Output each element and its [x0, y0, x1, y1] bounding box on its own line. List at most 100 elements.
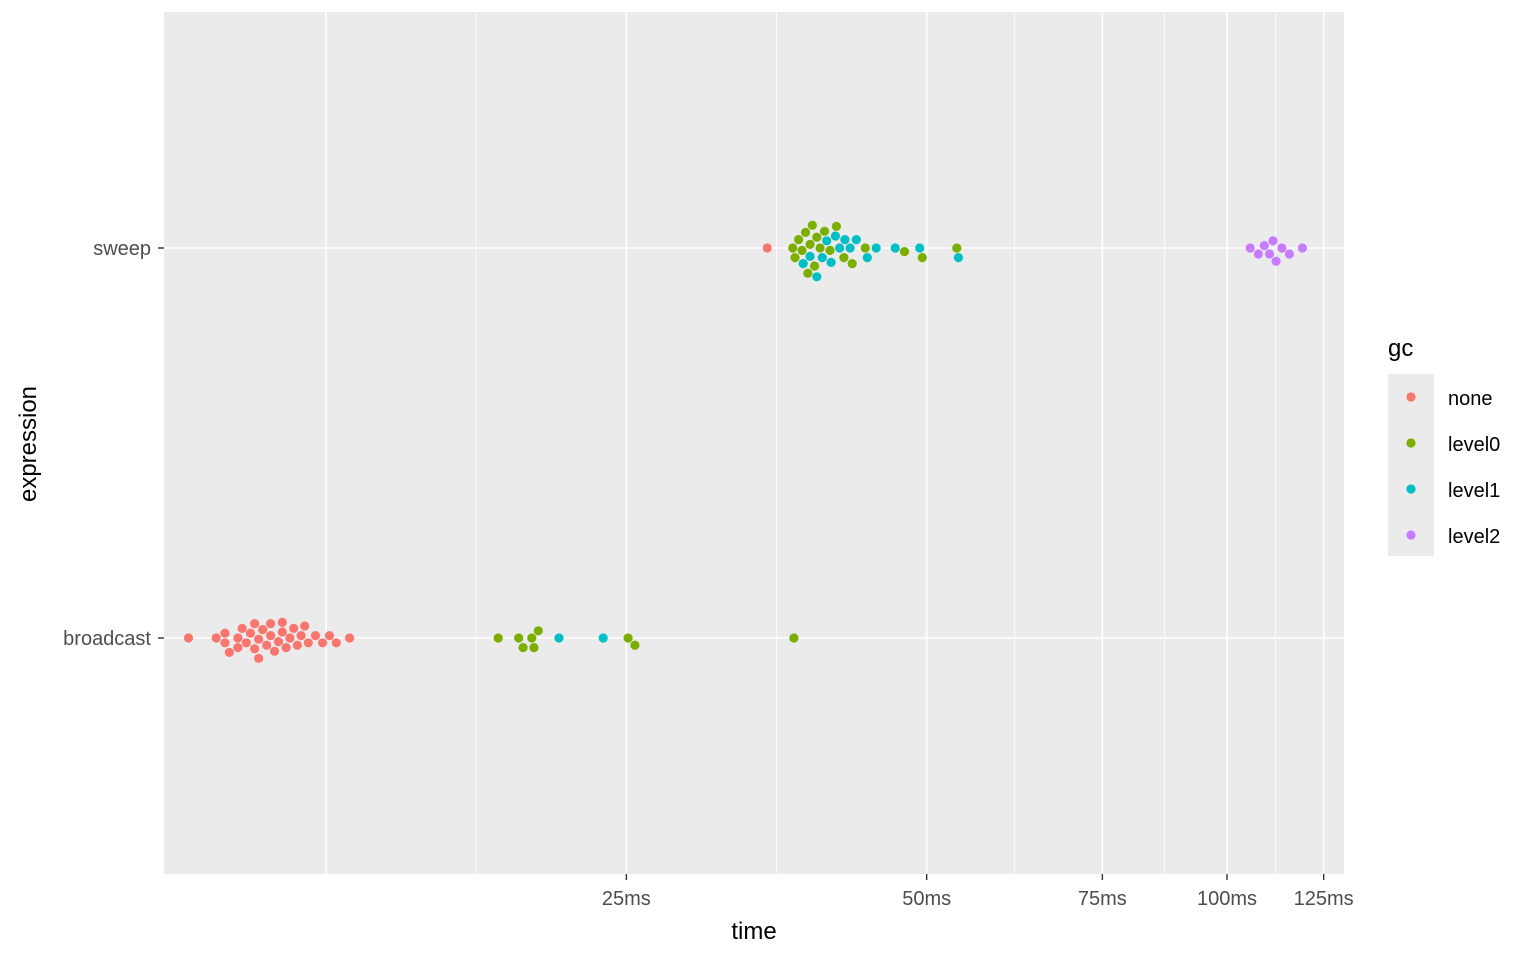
point-broadcast-level1 — [598, 633, 608, 643]
point-broadcast-none — [262, 640, 272, 650]
point-broadcast-level1 — [554, 633, 564, 643]
legend-key-level0 — [1406, 438, 1416, 448]
point-sweep-level2 — [1271, 256, 1281, 266]
grid-major — [164, 12, 1344, 874]
point-broadcast-none — [245, 628, 256, 638]
point-broadcast-none — [300, 621, 310, 631]
point-sweep-level0 — [825, 245, 835, 255]
point-broadcast-level0 — [789, 633, 799, 643]
point-broadcast-none — [211, 633, 221, 643]
legend-key-level1 — [1406, 484, 1416, 494]
point-broadcast-none — [345, 633, 355, 643]
point-broadcast-none — [250, 644, 260, 654]
point-broadcast-none — [254, 634, 264, 644]
point-broadcast-level0 — [529, 643, 539, 653]
legend-label-level0: level0 — [1448, 434, 1500, 456]
x-axis: 25ms 50ms 75ms 100ms 125ms — [602, 874, 1354, 910]
point-broadcast-none — [233, 633, 243, 643]
point-broadcast-none — [224, 647, 234, 658]
points — [183, 220, 1307, 664]
point-broadcast-none — [220, 638, 230, 648]
point-broadcast-level0 — [514, 633, 524, 643]
panel-background — [164, 12, 1344, 874]
point-sweep-level0 — [831, 221, 842, 231]
point-broadcast-none — [331, 638, 341, 648]
point-broadcast-none — [241, 638, 251, 648]
x-tick-label: 100ms — [1197, 888, 1257, 910]
point-sweep-level0 — [847, 259, 857, 269]
point-broadcast-none — [266, 619, 276, 629]
point-broadcast-level0 — [533, 626, 543, 636]
point-sweep-level2 — [1284, 249, 1294, 259]
point-broadcast-none — [270, 646, 280, 656]
point-sweep-level0 — [794, 235, 804, 245]
point-sweep-level2 — [1277, 243, 1287, 253]
point-sweep-level1 — [915, 243, 925, 253]
x-tick-label: 50ms — [902, 888, 951, 910]
point-sweep-level2 — [1245, 243, 1255, 253]
y-axis: broadcast sweep — [63, 238, 164, 650]
point-broadcast-none — [281, 643, 291, 653]
legend: gc none level0 level1 level2 — [1388, 335, 1500, 556]
point-broadcast-none — [296, 631, 306, 641]
point-broadcast-none — [250, 619, 260, 629]
point-broadcast-level0 — [518, 643, 528, 653]
legend-title: gc — [1388, 335, 1413, 362]
point-sweep-level1 — [890, 243, 900, 253]
point-sweep-level2 — [1264, 249, 1275, 259]
point-sweep-level0 — [788, 243, 798, 253]
point-broadcast-none — [258, 625, 268, 635]
point-broadcast-none — [277, 617, 287, 628]
point-sweep-level1 — [871, 243, 881, 253]
point-sweep-level1 — [817, 253, 827, 263]
legend-key-background — [1388, 374, 1434, 556]
point-broadcast-level0 — [493, 633, 503, 643]
point-sweep-level0 — [860, 243, 870, 253]
legend-label-none: none — [1448, 388, 1493, 410]
legend-key-level2 — [1406, 530, 1416, 540]
point-broadcast-none — [254, 653, 264, 664]
point-broadcast-level0 — [630, 640, 640, 650]
legend-entries: none level0 level1 level2 — [1406, 388, 1500, 548]
point-sweep-level1 — [851, 235, 861, 245]
point-sweep-level1 — [835, 243, 845, 253]
point-sweep-level0 — [812, 232, 822, 242]
point-broadcast-none — [289, 623, 299, 634]
point-broadcast-none — [285, 633, 295, 643]
grid-minor — [475, 12, 1276, 874]
point-sweep-none — [762, 243, 772, 253]
x-tick-label: 125ms — [1294, 888, 1354, 910]
point-sweep-level0 — [800, 227, 811, 237]
point-broadcast-level0 — [527, 633, 537, 643]
point-broadcast-level0 — [623, 633, 633, 643]
point-sweep-level1 — [953, 253, 964, 263]
point-sweep-level0 — [839, 253, 849, 263]
y-tick-label-broadcast: broadcast — [63, 628, 151, 650]
point-sweep-level1 — [805, 251, 815, 261]
legend-key-none — [1406, 392, 1416, 402]
point-sweep-level2 — [1297, 243, 1307, 253]
point-broadcast-none — [237, 623, 247, 634]
point-broadcast-none — [273, 637, 284, 647]
point-broadcast-none — [266, 631, 276, 641]
point-sweep-level2 — [1253, 249, 1263, 259]
point-sweep-level2 — [1259, 241, 1269, 251]
y-tick-label-sweep: sweep — [93, 238, 151, 260]
point-sweep-level1 — [830, 231, 841, 241]
x-axis-title: time — [731, 918, 776, 945]
point-broadcast-none — [303, 638, 313, 648]
point-sweep-level0 — [790, 253, 800, 263]
legend-label-level1: level1 — [1448, 480, 1500, 502]
point-broadcast-none — [183, 633, 194, 643]
point-sweep-level0 — [952, 243, 962, 253]
legend-label-level2: level2 — [1448, 526, 1500, 548]
point-broadcast-none — [324, 631, 335, 641]
x-tick-label: 25ms — [602, 888, 651, 910]
point-broadcast-none — [277, 627, 287, 637]
point-sweep-level2 — [1268, 236, 1278, 246]
point-sweep-level0 — [815, 243, 825, 253]
x-tick-label: 75ms — [1078, 888, 1127, 910]
point-broadcast-none — [220, 628, 230, 638]
point-sweep-level1 — [840, 235, 850, 245]
